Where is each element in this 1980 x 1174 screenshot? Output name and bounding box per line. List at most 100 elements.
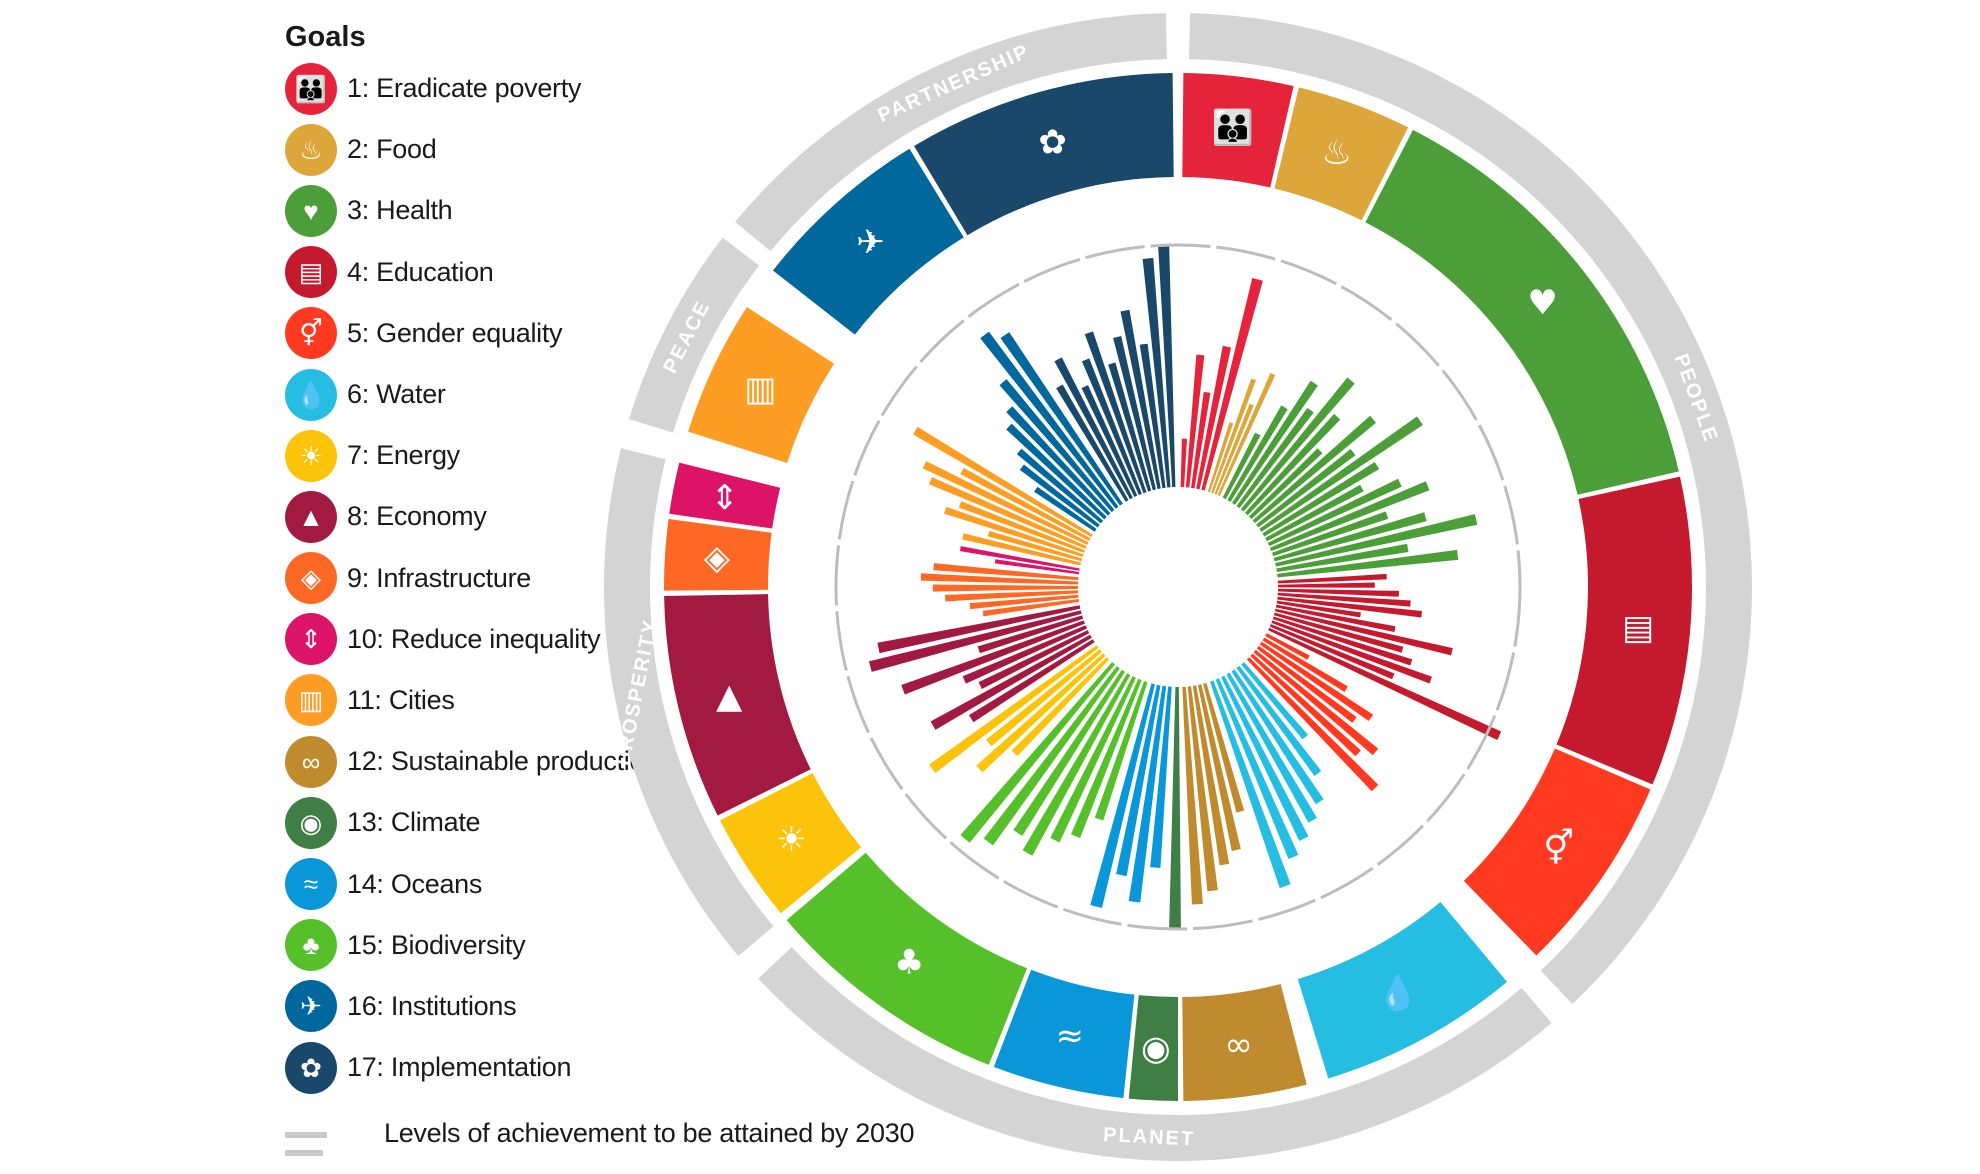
- bar-goal-17: [1081, 358, 1142, 495]
- bar-goal-4: [1276, 600, 1361, 618]
- legend-item: ≈14: Oceans: [285, 853, 745, 914]
- target-level-circle: [834, 243, 1522, 931]
- growth-chart-icon: ▲: [285, 490, 337, 543]
- eye-globe-icon: ◉: [1141, 1028, 1171, 1068]
- bar-goal-17: [1158, 245, 1176, 488]
- bar-goal-3: [1276, 543, 1409, 572]
- bar-goal-1: [1201, 277, 1263, 491]
- heartbeat-icon: ♥: [1527, 283, 1557, 323]
- bar-goal-6: [1221, 675, 1309, 842]
- bar-goal-14: [1090, 683, 1155, 909]
- bar-goal-17: [1142, 258, 1171, 488]
- ring-label-planet: PLANET: [1103, 1124, 1196, 1151]
- bar-goal-3: [1269, 481, 1430, 552]
- bar-goal-17: [1084, 331, 1147, 494]
- bar-goal-15: [983, 666, 1120, 846]
- infinity-icon: ∞: [1225, 1025, 1253, 1065]
- legend-label: 6: Water: [347, 379, 446, 410]
- family-icon: 👪: [1212, 108, 1254, 148]
- inequality-icon: ⇕: [285, 613, 337, 666]
- legend-label: 10: Reduce inequality: [347, 623, 601, 654]
- legend-item: ✿ 17: Implementation: [285, 1037, 745, 1098]
- legend-item: 👪 1: Eradicate poverty: [285, 58, 745, 119]
- legend-label: 17: Implementation: [347, 1052, 572, 1083]
- bar-goal-12: [1182, 686, 1203, 905]
- heartbeat-icon: ♥: [285, 184, 337, 237]
- ring-segment-partnership: [735, 13, 1167, 252]
- goal-segment-13: [1128, 995, 1178, 1101]
- bar-goal-3: [1277, 549, 1459, 578]
- bar-goal-6: [1231, 669, 1324, 805]
- bar-goal-5: [1262, 637, 1348, 692]
- city-icon: ▥: [285, 674, 337, 727]
- legend-item: ☀ 7: Energy: [285, 425, 745, 486]
- bar-goal-4: [1277, 596, 1423, 618]
- bar-goal-17: [1056, 384, 1129, 502]
- bar-goal-8: [977, 615, 1084, 654]
- water-drop-icon: 💧: [285, 368, 337, 421]
- bar-goal-16: [1006, 406, 1111, 516]
- goal-segment-2: [1274, 87, 1409, 221]
- legend-label: 16: Institutions: [347, 990, 517, 1021]
- bar-goal-11: [958, 501, 1086, 553]
- bar-goal-17: [1054, 357, 1133, 500]
- sun-icon: ☀: [285, 429, 337, 482]
- bar-goal-3: [1240, 377, 1355, 512]
- bar-goal-5: [1246, 657, 1379, 792]
- bar-goal-1: [1185, 354, 1205, 488]
- legend-item: ✈ 16: Institutions: [285, 976, 745, 1037]
- goal-segment-6: [1297, 901, 1508, 1079]
- cubes-icon: ◈: [704, 538, 731, 578]
- bar-goal-15: [1094, 681, 1148, 821]
- legend-item: 💧 6: Water: [285, 364, 745, 425]
- bar-goal-7: [1011, 657, 1110, 757]
- goal-segment-15: [786, 852, 1028, 1065]
- bar-goal-5: [1265, 633, 1310, 660]
- bar-goal-3: [1252, 415, 1377, 524]
- legend-item: ⇕ 10: Reduce inequality: [285, 609, 745, 670]
- bar-goal-16: [1016, 448, 1104, 524]
- legend-label: 7: Energy: [347, 440, 460, 471]
- legend-item: ◉ 13: Climate: [285, 792, 745, 853]
- bar-goal-3: [1273, 512, 1427, 562]
- rings-icon: ✿: [285, 1041, 337, 1094]
- legend-item: ▤ 4: Education: [285, 242, 745, 303]
- city-icon: ▥: [744, 370, 776, 410]
- bar-goal-11: [962, 533, 1082, 566]
- bar-goal-2: [1214, 403, 1254, 495]
- bar-goal-5: [1256, 645, 1357, 723]
- bar-goal-9: [932, 584, 1079, 592]
- bar-goal-4: [1269, 624, 1395, 680]
- bar-goal-5: [1253, 649, 1379, 756]
- bar-goal-14: [1128, 685, 1167, 903]
- legend-item: ▥ 11: Cities: [285, 670, 745, 731]
- bar-goal-9: [969, 594, 1079, 610]
- bar-goal-8: [978, 630, 1090, 690]
- legend-item: ◈ 9: Infrastructure: [285, 548, 745, 609]
- bar-goal-5: [1250, 653, 1361, 757]
- legend-item: ∞ 12: Sustainable production: [285, 731, 745, 792]
- gender-equality-icon: ⚥: [285, 307, 337, 360]
- bar-goal-1: [1196, 345, 1232, 490]
- bar-goal-17: [1081, 385, 1138, 498]
- legend-label: 12: Sustainable production: [347, 746, 659, 777]
- bar-goal-6: [1210, 680, 1291, 889]
- bar-goal-2: [1211, 378, 1256, 494]
- bar-goal-4: [1277, 582, 1375, 588]
- bar-goal-13: [1169, 686, 1181, 929]
- food-bowl-icon: ♨: [1322, 133, 1352, 173]
- bar-goal-9: [920, 573, 1079, 585]
- bar-goal-16: [980, 331, 1119, 509]
- goal-segment-14: [993, 969, 1135, 1099]
- bar-goal-4: [1273, 612, 1404, 653]
- bar-goal-16: [999, 379, 1115, 513]
- legend-label: 1: Eradicate poverty: [347, 73, 582, 104]
- legend-label: 9: Infrastructure: [347, 562, 531, 593]
- bar-goal-3: [1248, 448, 1323, 520]
- bar-goal-3: [1265, 484, 1364, 542]
- goal-segment-16: [772, 148, 964, 335]
- bar-goal-10: [959, 546, 1080, 571]
- family-icon: 👪: [285, 62, 337, 115]
- book-icon: ▤: [285, 246, 337, 299]
